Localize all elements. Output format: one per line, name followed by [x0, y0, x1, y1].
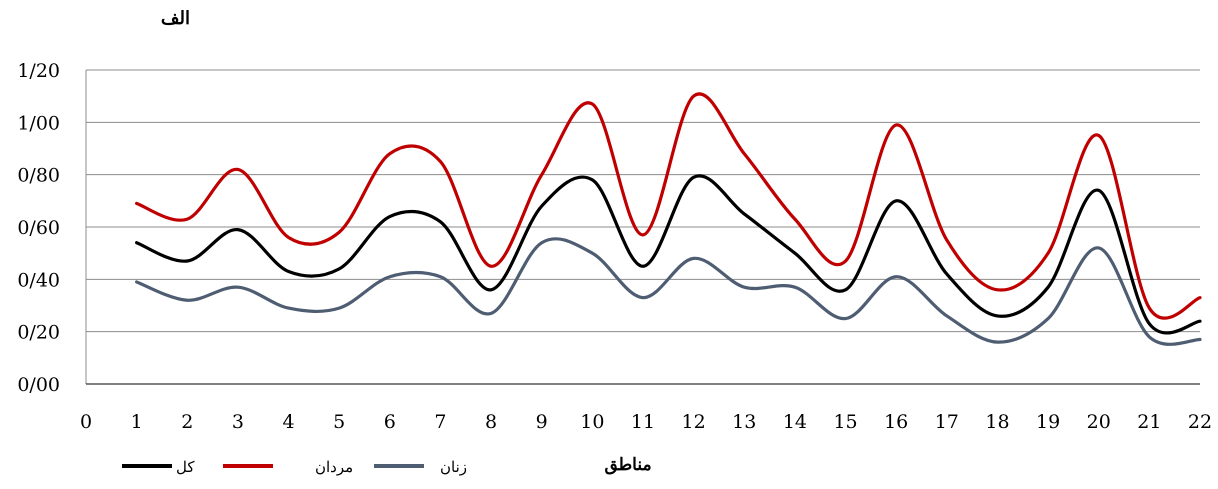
legend-label: زنان [440, 458, 467, 476]
series-line-1 [135, 174, 1202, 335]
y-axis-ticks: 0/00 0/20 0/40 0/60 0/80 1/00 1/20 [17, 60, 60, 396]
x-tick-label: 14 [783, 411, 807, 433]
legend: کل مردان زنان [122, 458, 467, 476]
x-tick-label: 11 [631, 411, 655, 433]
y-tick-label: 1/00 [17, 112, 60, 134]
x-tick-label: 15 [833, 411, 857, 433]
x-tick-label: 6 [384, 411, 396, 433]
x-tick-label: 10 [580, 411, 604, 433]
x-tick-label: 0 [80, 411, 92, 433]
y-tick-label: 0/00 [17, 374, 60, 396]
x-tick-label: 13 [732, 411, 756, 433]
legend-label: کل [176, 458, 195, 476]
legend-label: مردان [315, 458, 353, 476]
x-tick-label: 9 [536, 411, 548, 433]
y-tick-label: 0/40 [17, 269, 60, 291]
x-tick-label: 1 [131, 411, 143, 433]
series-lines [135, 92, 1202, 346]
y-tick-label: 1/20 [17, 60, 60, 82]
y-tick-label: 0/20 [17, 322, 60, 344]
x-tick-label: 4 [282, 411, 294, 433]
y-tick-label: 0/80 [17, 165, 60, 187]
x-axis-ticks: 0 1 2 3 4 5 6 7 8 9 10 11 12 13 14 15 16 17 18 19 20 21 22 [80, 411, 1212, 433]
series-line-3 [135, 237, 1202, 346]
x-tick-label: 20 [1087, 411, 1111, 433]
x-tick-label: 21 [1137, 411, 1161, 433]
x-tick-label: 7 [434, 411, 446, 433]
x-tick-label: 22 [1188, 411, 1212, 433]
x-tick-label: 16 [884, 411, 908, 433]
x-tick-label: 19 [1036, 411, 1060, 433]
gridlines [85, 69, 1200, 384]
x-tick-label: 12 [682, 411, 706, 433]
x-tick-label: 5 [333, 411, 345, 433]
x-tick-label: 2 [181, 411, 193, 433]
x-axis-label: مناطق [604, 455, 651, 475]
x-tick-label: 3 [232, 411, 244, 433]
x-tick-label: 8 [485, 411, 497, 433]
y-tick-label: 0/60 [17, 217, 60, 239]
x-tick-label: 18 [985, 411, 1009, 433]
x-tick-label: 17 [935, 411, 959, 433]
chart-title: الف [161, 8, 190, 29]
series-line-2 [135, 92, 1202, 320]
